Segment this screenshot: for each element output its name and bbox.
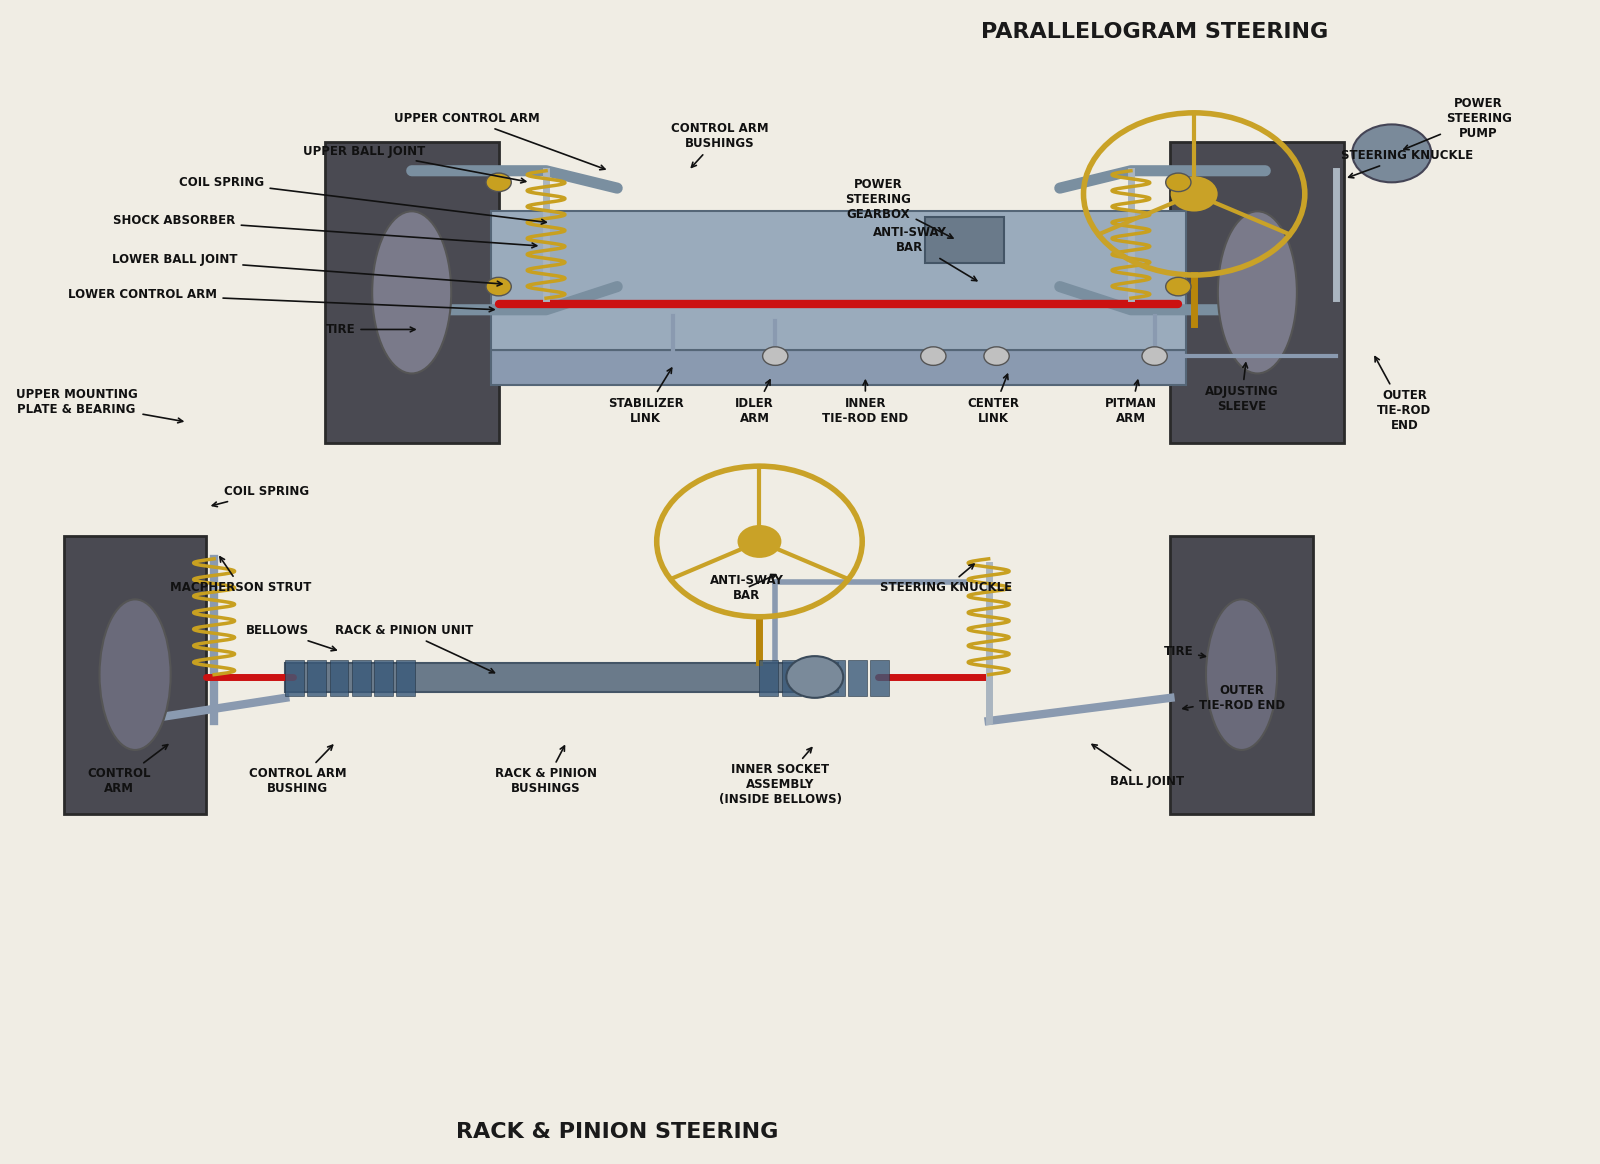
Bar (285, 663, 838, 693)
Bar (307, 660, 326, 696)
Bar (491, 350, 1186, 385)
Bar (330, 660, 349, 696)
Text: RACK & PINION STEERING: RACK & PINION STEERING (456, 1122, 778, 1142)
Circle shape (1166, 173, 1190, 192)
Text: INNER
TIE-ROD END: INNER TIE-ROD END (822, 381, 909, 425)
Bar (325, 142, 499, 443)
Text: LOWER CONTROL ARM: LOWER CONTROL ARM (69, 289, 494, 312)
Text: TIRE: TIRE (326, 322, 414, 336)
Text: IDLER
ARM: IDLER ARM (736, 379, 774, 425)
Text: PITMAN
ARM: PITMAN ARM (1106, 381, 1157, 425)
Circle shape (1352, 125, 1432, 183)
Circle shape (920, 347, 946, 365)
Ellipse shape (1206, 599, 1277, 750)
Text: ADJUSTING
SLEEVE: ADJUSTING SLEEVE (1205, 363, 1278, 413)
Text: RACK & PINION UNIT: RACK & PINION UNIT (334, 624, 494, 673)
Bar (1171, 142, 1344, 443)
Text: STABILIZER
LINK: STABILIZER LINK (608, 368, 683, 425)
Text: STEERING KNUCKLE: STEERING KNUCKLE (880, 565, 1013, 595)
Text: COIL SPRING: COIL SPRING (213, 485, 309, 506)
Bar (491, 212, 1186, 350)
Circle shape (486, 173, 512, 192)
Circle shape (1142, 347, 1168, 365)
Circle shape (786, 656, 843, 698)
Text: ANTI-SWAY
BAR: ANTI-SWAY BAR (710, 574, 784, 602)
Text: CONTROL
ARM: CONTROL ARM (88, 745, 168, 795)
Bar (848, 660, 867, 696)
Circle shape (486, 277, 512, 296)
Bar (48, 49, 1566, 559)
Text: RACK & PINION
BUSHINGS: RACK & PINION BUSHINGS (494, 746, 597, 795)
Circle shape (739, 526, 781, 556)
Bar (395, 660, 414, 696)
Ellipse shape (99, 599, 171, 750)
Bar (781, 660, 800, 696)
Ellipse shape (373, 212, 451, 374)
Text: BELLOWS: BELLOWS (246, 624, 336, 651)
Text: UPPER MOUNTING
PLATE & BEARING: UPPER MOUNTING PLATE & BEARING (16, 389, 182, 423)
Bar (285, 660, 304, 696)
Text: OUTER
TIE-ROD
END: OUTER TIE-ROD END (1374, 356, 1432, 432)
Circle shape (763, 347, 787, 365)
Text: PARALLELOGRAM STEERING: PARALLELOGRAM STEERING (981, 22, 1328, 42)
Circle shape (1173, 178, 1216, 211)
Circle shape (1166, 277, 1190, 296)
Text: MACPHERSON STRUT: MACPHERSON STRUT (170, 556, 312, 595)
Text: CONTROL ARM
BUSHING: CONTROL ARM BUSHING (250, 745, 347, 795)
Text: ANTI-SWAY
BAR: ANTI-SWAY BAR (872, 226, 976, 281)
Text: INNER SOCKET
ASSEMBLY
(INSIDE BELLOWS): INNER SOCKET ASSEMBLY (INSIDE BELLOWS) (718, 747, 842, 807)
Text: UPPER CONTROL ARM: UPPER CONTROL ARM (394, 112, 605, 170)
Bar (760, 660, 779, 696)
Text: UPPER BALL JOINT: UPPER BALL JOINT (302, 144, 526, 183)
Bar (374, 660, 392, 696)
Bar (352, 660, 371, 696)
Bar (870, 660, 890, 696)
Text: TIRE: TIRE (1163, 645, 1205, 658)
Text: CONTROL ARM
BUSHINGS: CONTROL ARM BUSHINGS (670, 122, 768, 168)
Bar (803, 660, 822, 696)
Text: LOWER BALL JOINT: LOWER BALL JOINT (112, 254, 502, 286)
Circle shape (984, 347, 1010, 365)
Text: STEERING KNUCKLE: STEERING KNUCKLE (1341, 149, 1474, 178)
Text: CENTER
LINK: CENTER LINK (968, 375, 1019, 425)
Text: OUTER
TIE-ROD END: OUTER TIE-ROD END (1182, 683, 1285, 712)
Text: POWER
STEERING
GEARBOX: POWER STEERING GEARBOX (845, 178, 954, 239)
Bar (925, 218, 1005, 263)
Bar (64, 535, 206, 814)
Ellipse shape (1218, 212, 1298, 374)
Text: BALL JOINT: BALL JOINT (1093, 745, 1184, 788)
Text: POWER
STEERING
PUMP: POWER STEERING PUMP (1403, 97, 1512, 150)
Text: SHOCK ABSORBER: SHOCK ABSORBER (114, 214, 536, 248)
Bar (1171, 535, 1312, 814)
Bar (826, 660, 845, 696)
Text: COIL SPRING: COIL SPRING (179, 176, 546, 225)
